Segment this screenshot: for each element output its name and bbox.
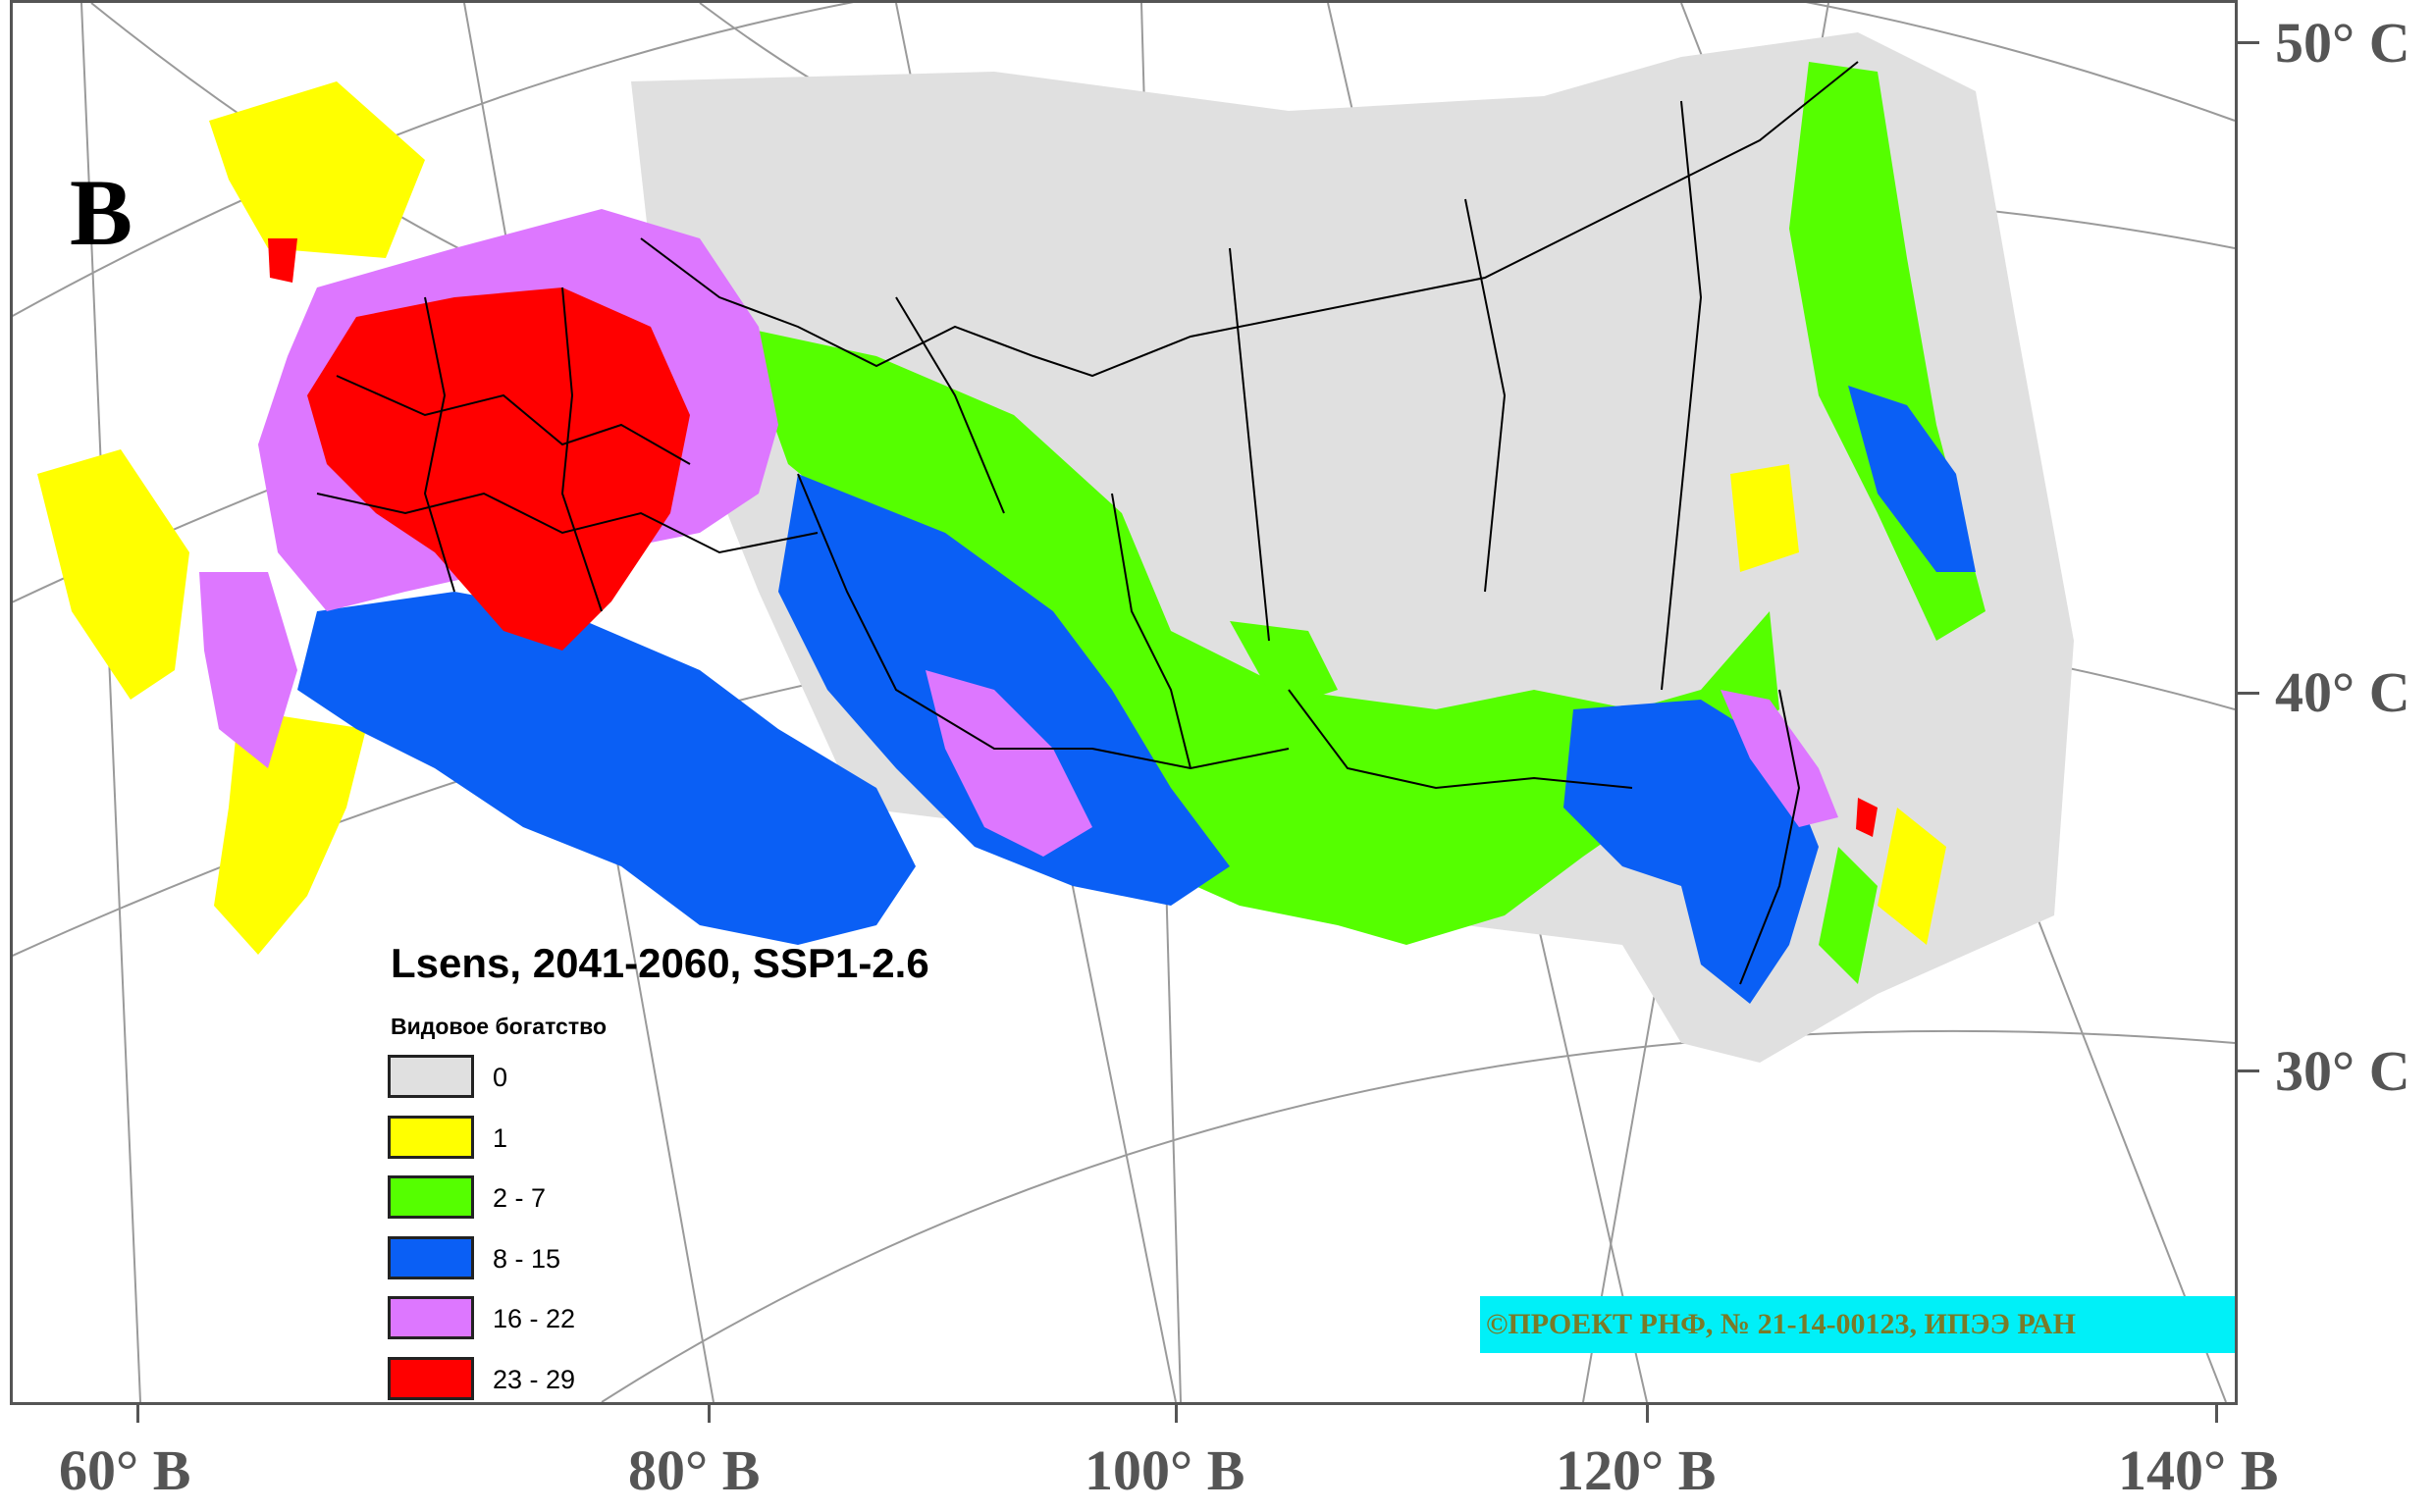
legend-title: Видовое богатство [391,1014,607,1039]
legend-label: 2 - 7 [493,1183,547,1213]
lon-tick-80 [708,1405,711,1423]
lon-tick-60 [136,1405,139,1423]
legend-swatch [388,1175,474,1219]
map-canvas [13,3,2235,1402]
lat-label-30: 30° С [2275,1039,2410,1103]
legend-label: 0 [493,1063,508,1092]
legend-label: 8 - 15 [493,1243,561,1274]
region-richness-23-29 [268,238,1878,837]
lon-label-120: 120° В [1556,1438,1717,1502]
region-richness-8-15 [297,386,1976,1004]
legend-swatch [388,1296,474,1339]
legend-swatch [388,1055,474,1098]
region-borders [316,100,1801,985]
map-frame: B Lsens, 2041-2060, SSP1-2.6 Видовое бог… [10,0,2238,1405]
lat-label-40: 40° С [2275,660,2410,724]
lon-tick-100 [1175,1405,1178,1423]
lon-tick-120 [1646,1405,1649,1423]
lon-label-140: 140° В [2118,1438,2279,1502]
lat-tick-50 [2238,41,2259,44]
copyright-banner: ©ПРОЕКТ РНФ, № 21-14-00123, ИПЭЭ РАН [1480,1296,2235,1353]
legend-swatch [388,1356,474,1400]
legend-label: 1 [493,1122,508,1153]
lon-label-60: 60° В [59,1438,191,1502]
coastline [640,61,1859,378]
panel-letter: B [70,160,133,265]
lat-tick-40 [2238,692,2259,695]
lon-label-80: 80° В [628,1438,761,1502]
region-richness-1 [37,81,1946,955]
map-title: Lsens, 2041-2060, SSP1-2.6 [391,940,929,986]
legend-swatch [388,1115,474,1159]
legend-label: 23 - 29 [493,1364,576,1394]
lat-label-50: 50° С [2275,11,2410,75]
lon-label-100: 100° В [1085,1438,1245,1502]
legend-swatch [388,1235,474,1279]
lat-tick-30 [2238,1069,2259,1072]
legend-label: 16 - 22 [493,1304,576,1333]
lon-tick-140 [2215,1405,2218,1423]
